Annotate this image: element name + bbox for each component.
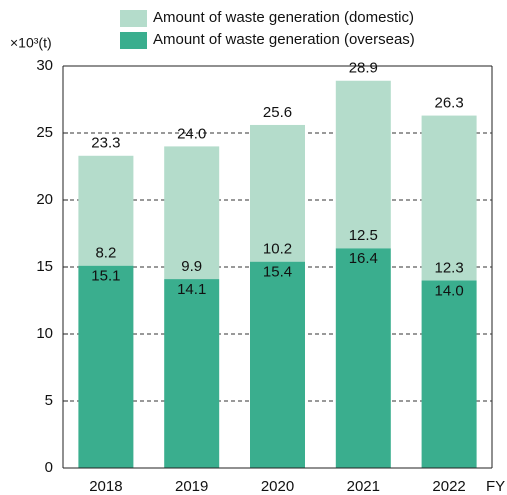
value-label: 15.1 bbox=[91, 268, 120, 285]
x-tick-label: 2020 bbox=[261, 478, 294, 495]
value-label: 9.9 bbox=[181, 258, 202, 275]
y-tick-label: 15 bbox=[36, 258, 53, 275]
y-tick-label: 5 bbox=[45, 392, 53, 409]
bar-segment bbox=[335, 248, 391, 468]
bar-segment bbox=[250, 124, 305, 262]
legend-label: Amount of waste generation (overseas) bbox=[153, 31, 415, 48]
bar-segment bbox=[250, 261, 305, 468]
total-label: 23.3 bbox=[91, 135, 120, 152]
value-label: 12.3 bbox=[434, 259, 463, 276]
bar-segment bbox=[421, 115, 477, 281]
x-tick-label: 2021 bbox=[347, 478, 380, 495]
x-tick-label: 2018 bbox=[89, 478, 122, 495]
value-label: 15.4 bbox=[263, 264, 292, 281]
y-tick-label: 0 bbox=[45, 459, 53, 476]
total-label: 26.3 bbox=[434, 95, 463, 112]
value-label: 14.0 bbox=[434, 282, 463, 299]
bar-segment bbox=[164, 146, 220, 280]
total-label: 24.0 bbox=[177, 125, 206, 142]
bar-segment bbox=[78, 265, 134, 468]
bar-segment bbox=[421, 280, 477, 468]
value-label: 14.1 bbox=[177, 281, 206, 298]
value-label: 16.4 bbox=[349, 250, 378, 267]
y-tick-label: 20 bbox=[36, 191, 53, 208]
value-label: 12.5 bbox=[349, 227, 378, 244]
y-tick-label: 10 bbox=[36, 325, 53, 342]
legend-swatch bbox=[120, 10, 147, 27]
x-axis-label: FY bbox=[486, 478, 505, 495]
total-label: 28.9 bbox=[349, 60, 378, 77]
y-tick-label: 30 bbox=[36, 57, 53, 74]
x-tick-label: 2022 bbox=[432, 478, 465, 495]
value-label: 8.2 bbox=[95, 245, 116, 262]
y-axis-label: ×10³(t) bbox=[10, 35, 52, 51]
bar-segment bbox=[164, 279, 220, 468]
value-label: 10.2 bbox=[263, 241, 292, 258]
total-label: 25.6 bbox=[263, 104, 292, 121]
bar-segment bbox=[78, 155, 134, 266]
x-tick-label: 2019 bbox=[175, 478, 208, 495]
bar-segment bbox=[335, 80, 391, 249]
legend-label: Amount of waste generation (domestic) bbox=[153, 9, 414, 26]
y-tick-label: 25 bbox=[36, 124, 53, 141]
legend-swatch bbox=[120, 32, 147, 49]
